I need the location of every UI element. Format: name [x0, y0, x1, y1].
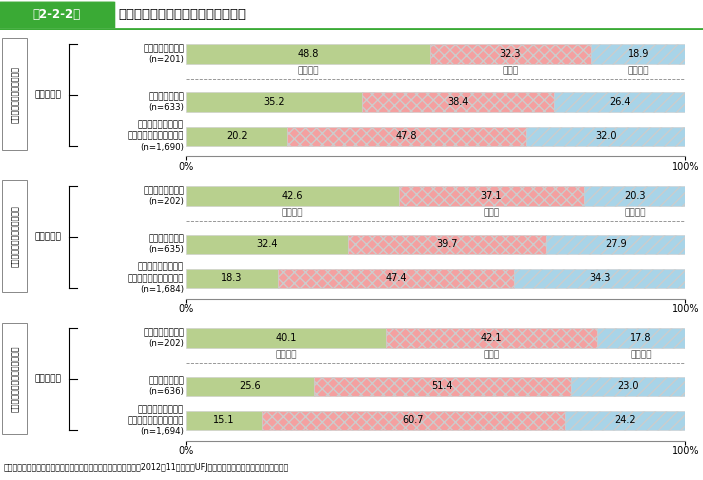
Text: 42.6: 42.6: [282, 191, 304, 201]
Bar: [186, 235, 348, 254]
Text: 減少傾向: 減少傾向: [631, 350, 652, 359]
Text: 増加傾向: 増加傾向: [297, 66, 319, 75]
Text: 減少傾向: 減少傾向: [628, 66, 649, 75]
Text: 26.4: 26.4: [609, 97, 631, 107]
Text: 47.4: 47.4: [385, 273, 406, 283]
Text: 横ばい: 横ばい: [484, 208, 500, 217]
Text: 51.4: 51.4: [432, 381, 453, 391]
FancyBboxPatch shape: [1, 323, 27, 434]
Text: 減少傾向: 減少傾向: [624, 208, 645, 217]
Text: 増加傾向: 増加傾向: [282, 208, 304, 217]
Text: 23.0: 23.0: [617, 381, 639, 391]
Text: 資料：中小企業庁委託「中小企業の新事業展開に関する調査」（2012年11月、三菱UFJリサーチ＆コンサルティング（株））: 資料：中小企業庁委託「中小企業の新事業展開に関する調査」（2012年11月、三菱…: [4, 464, 289, 472]
Bar: [314, 377, 571, 396]
Text: 34.3: 34.3: [589, 273, 610, 283]
Text: 売上高（３年後の見通し）: 売上高（３年後の見通し）: [11, 66, 20, 123]
Text: 37.1: 37.1: [481, 191, 502, 201]
Text: 32.4: 32.4: [257, 239, 278, 249]
Text: 多角化した企業
(n=635): 多角化した企業 (n=635): [148, 234, 184, 254]
Text: 事業転換した企業
(n=202): 事業転換した企業 (n=202): [143, 328, 184, 348]
Bar: [262, 411, 565, 430]
Bar: [186, 186, 399, 205]
Bar: [186, 328, 387, 348]
Bar: [278, 269, 514, 288]
Text: 経常利益（３年後の見通し）: 経常利益（３年後の見通し）: [11, 205, 20, 267]
Text: 47.8: 47.8: [396, 131, 417, 141]
Bar: [554, 93, 685, 112]
Bar: [186, 93, 362, 112]
Text: 20.2: 20.2: [226, 131, 247, 141]
Bar: [584, 186, 685, 205]
Bar: [348, 235, 546, 254]
Text: 新事業展開を実施・
検討したことがない企業
(n=1,694): 新事業展開を実施・ 検討したことがない企業 (n=1,694): [128, 405, 184, 436]
Bar: [591, 44, 685, 63]
Bar: [546, 235, 685, 254]
Bar: [186, 127, 287, 146]
Text: 横ばい: 横ばい: [484, 350, 500, 359]
FancyBboxPatch shape: [0, 2, 115, 27]
Text: 第2-2-2図: 第2-2-2図: [32, 8, 81, 21]
Text: 18.3: 18.3: [221, 273, 243, 283]
Text: 新事業展開: 新事業展開: [34, 91, 61, 99]
Bar: [571, 377, 685, 396]
Bar: [565, 411, 685, 430]
Text: 新事業展開を実施・
検討したことがない企業
(n=1,690): 新事業展開を実施・ 検討したことがない企業 (n=1,690): [128, 120, 184, 152]
Text: 27.9: 27.9: [605, 239, 626, 249]
Text: 38.4: 38.4: [447, 97, 468, 107]
Text: 多角化した企業
(n=633): 多角化した企業 (n=633): [148, 92, 184, 112]
Bar: [186, 377, 314, 396]
Bar: [186, 411, 262, 430]
Bar: [430, 44, 591, 63]
Text: 横ばい: 横ばい: [503, 66, 519, 75]
Text: 新事業展開実施有無別の業績見通し: 新事業展開実施有無別の業績見通し: [118, 8, 246, 21]
Text: 39.7: 39.7: [437, 239, 458, 249]
Text: 新事業展開: 新事業展開: [34, 233, 61, 241]
Text: 増加傾向: 増加傾向: [276, 350, 297, 359]
FancyBboxPatch shape: [1, 38, 27, 150]
Text: 20.3: 20.3: [624, 191, 645, 201]
Bar: [597, 328, 685, 348]
Text: 多角化した企業
(n=636): 多角化した企業 (n=636): [148, 376, 184, 396]
Text: 15.1: 15.1: [213, 415, 235, 425]
Text: 35.2: 35.2: [264, 97, 285, 107]
Text: 事業転換した企業
(n=201): 事業転換した企業 (n=201): [143, 44, 184, 64]
Text: 新事業展開を実施・
検討したことがない企業
(n=1,684): 新事業展開を実施・ 検討したことがない企業 (n=1,684): [128, 263, 184, 294]
Bar: [514, 269, 685, 288]
Bar: [287, 127, 526, 146]
Text: 32.0: 32.0: [595, 131, 617, 141]
Text: 40.1: 40.1: [276, 333, 297, 343]
Text: 60.7: 60.7: [402, 415, 424, 425]
FancyBboxPatch shape: [1, 180, 27, 292]
Text: 新事業展開: 新事業展開: [34, 375, 61, 384]
Text: 事業転換した企業
(n=202): 事業転換した企業 (n=202): [143, 186, 184, 206]
Bar: [186, 269, 278, 288]
Bar: [387, 328, 597, 348]
Bar: [362, 93, 554, 112]
Text: 常用雇用者（３年後の見通し）: 常用雇用者（３年後の見通し）: [11, 345, 20, 412]
Text: 48.8: 48.8: [297, 49, 318, 59]
Text: 25.6: 25.6: [239, 381, 261, 391]
Bar: [526, 127, 685, 146]
Text: 17.8: 17.8: [631, 333, 652, 343]
Text: 24.2: 24.2: [614, 415, 636, 425]
Bar: [399, 186, 584, 205]
Text: 18.9: 18.9: [628, 49, 649, 59]
Bar: [186, 44, 430, 63]
Text: 32.3: 32.3: [500, 49, 521, 59]
Text: 42.1: 42.1: [481, 333, 502, 343]
